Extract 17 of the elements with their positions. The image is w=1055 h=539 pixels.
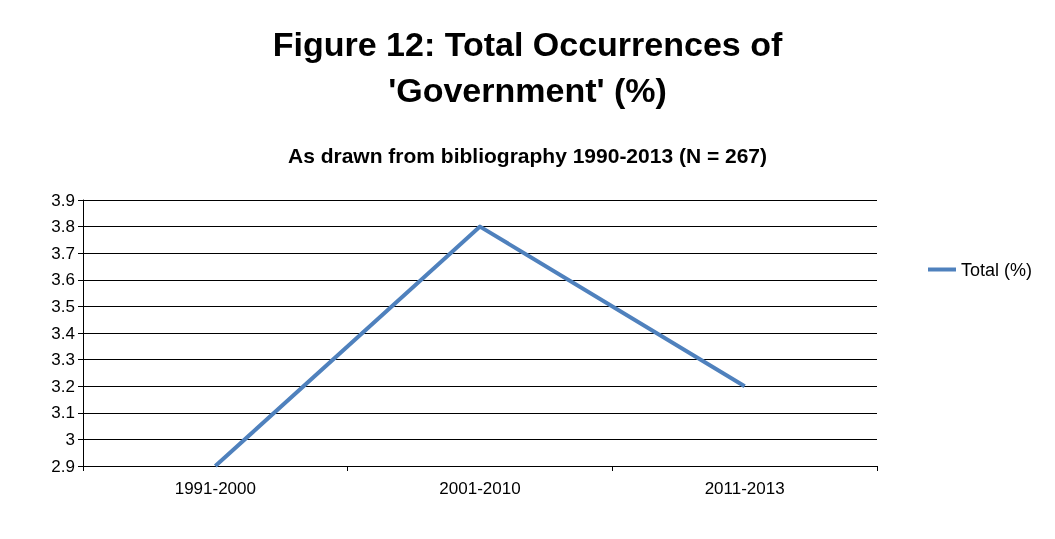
chart-title: Figure 12: Total Occurrences of 'Government' (%) (272, 25, 783, 109)
y-tick-label: 3 (65, 429, 75, 449)
y-tick-label: 3.5 (51, 296, 75, 316)
y-tick-label: 3.9 (51, 190, 75, 210)
y-tick-label: 2.9 (51, 456, 75, 476)
x-tick-label: 1991-2000 (174, 479, 256, 498)
y-tick-label: 3.7 (51, 243, 75, 263)
x-tick-label: 2011-2013 (704, 479, 785, 498)
y-tick-label: 3.1 (51, 403, 75, 423)
y-tick-label: 3.8 (51, 217, 75, 237)
y-tick-label: 3.6 (51, 270, 75, 290)
legend-label: Total (%) (960, 259, 1032, 280)
y-tick-label: 3.4 (51, 323, 75, 343)
y-tick-label: 3.3 (51, 350, 75, 370)
chart-subtitle: As drawn from bibliography 1990-2013 (N = 267) (287, 144, 768, 167)
x-tick-label: 2001-2010 (439, 479, 521, 498)
y-tick-label: 3.2 (51, 376, 75, 396)
